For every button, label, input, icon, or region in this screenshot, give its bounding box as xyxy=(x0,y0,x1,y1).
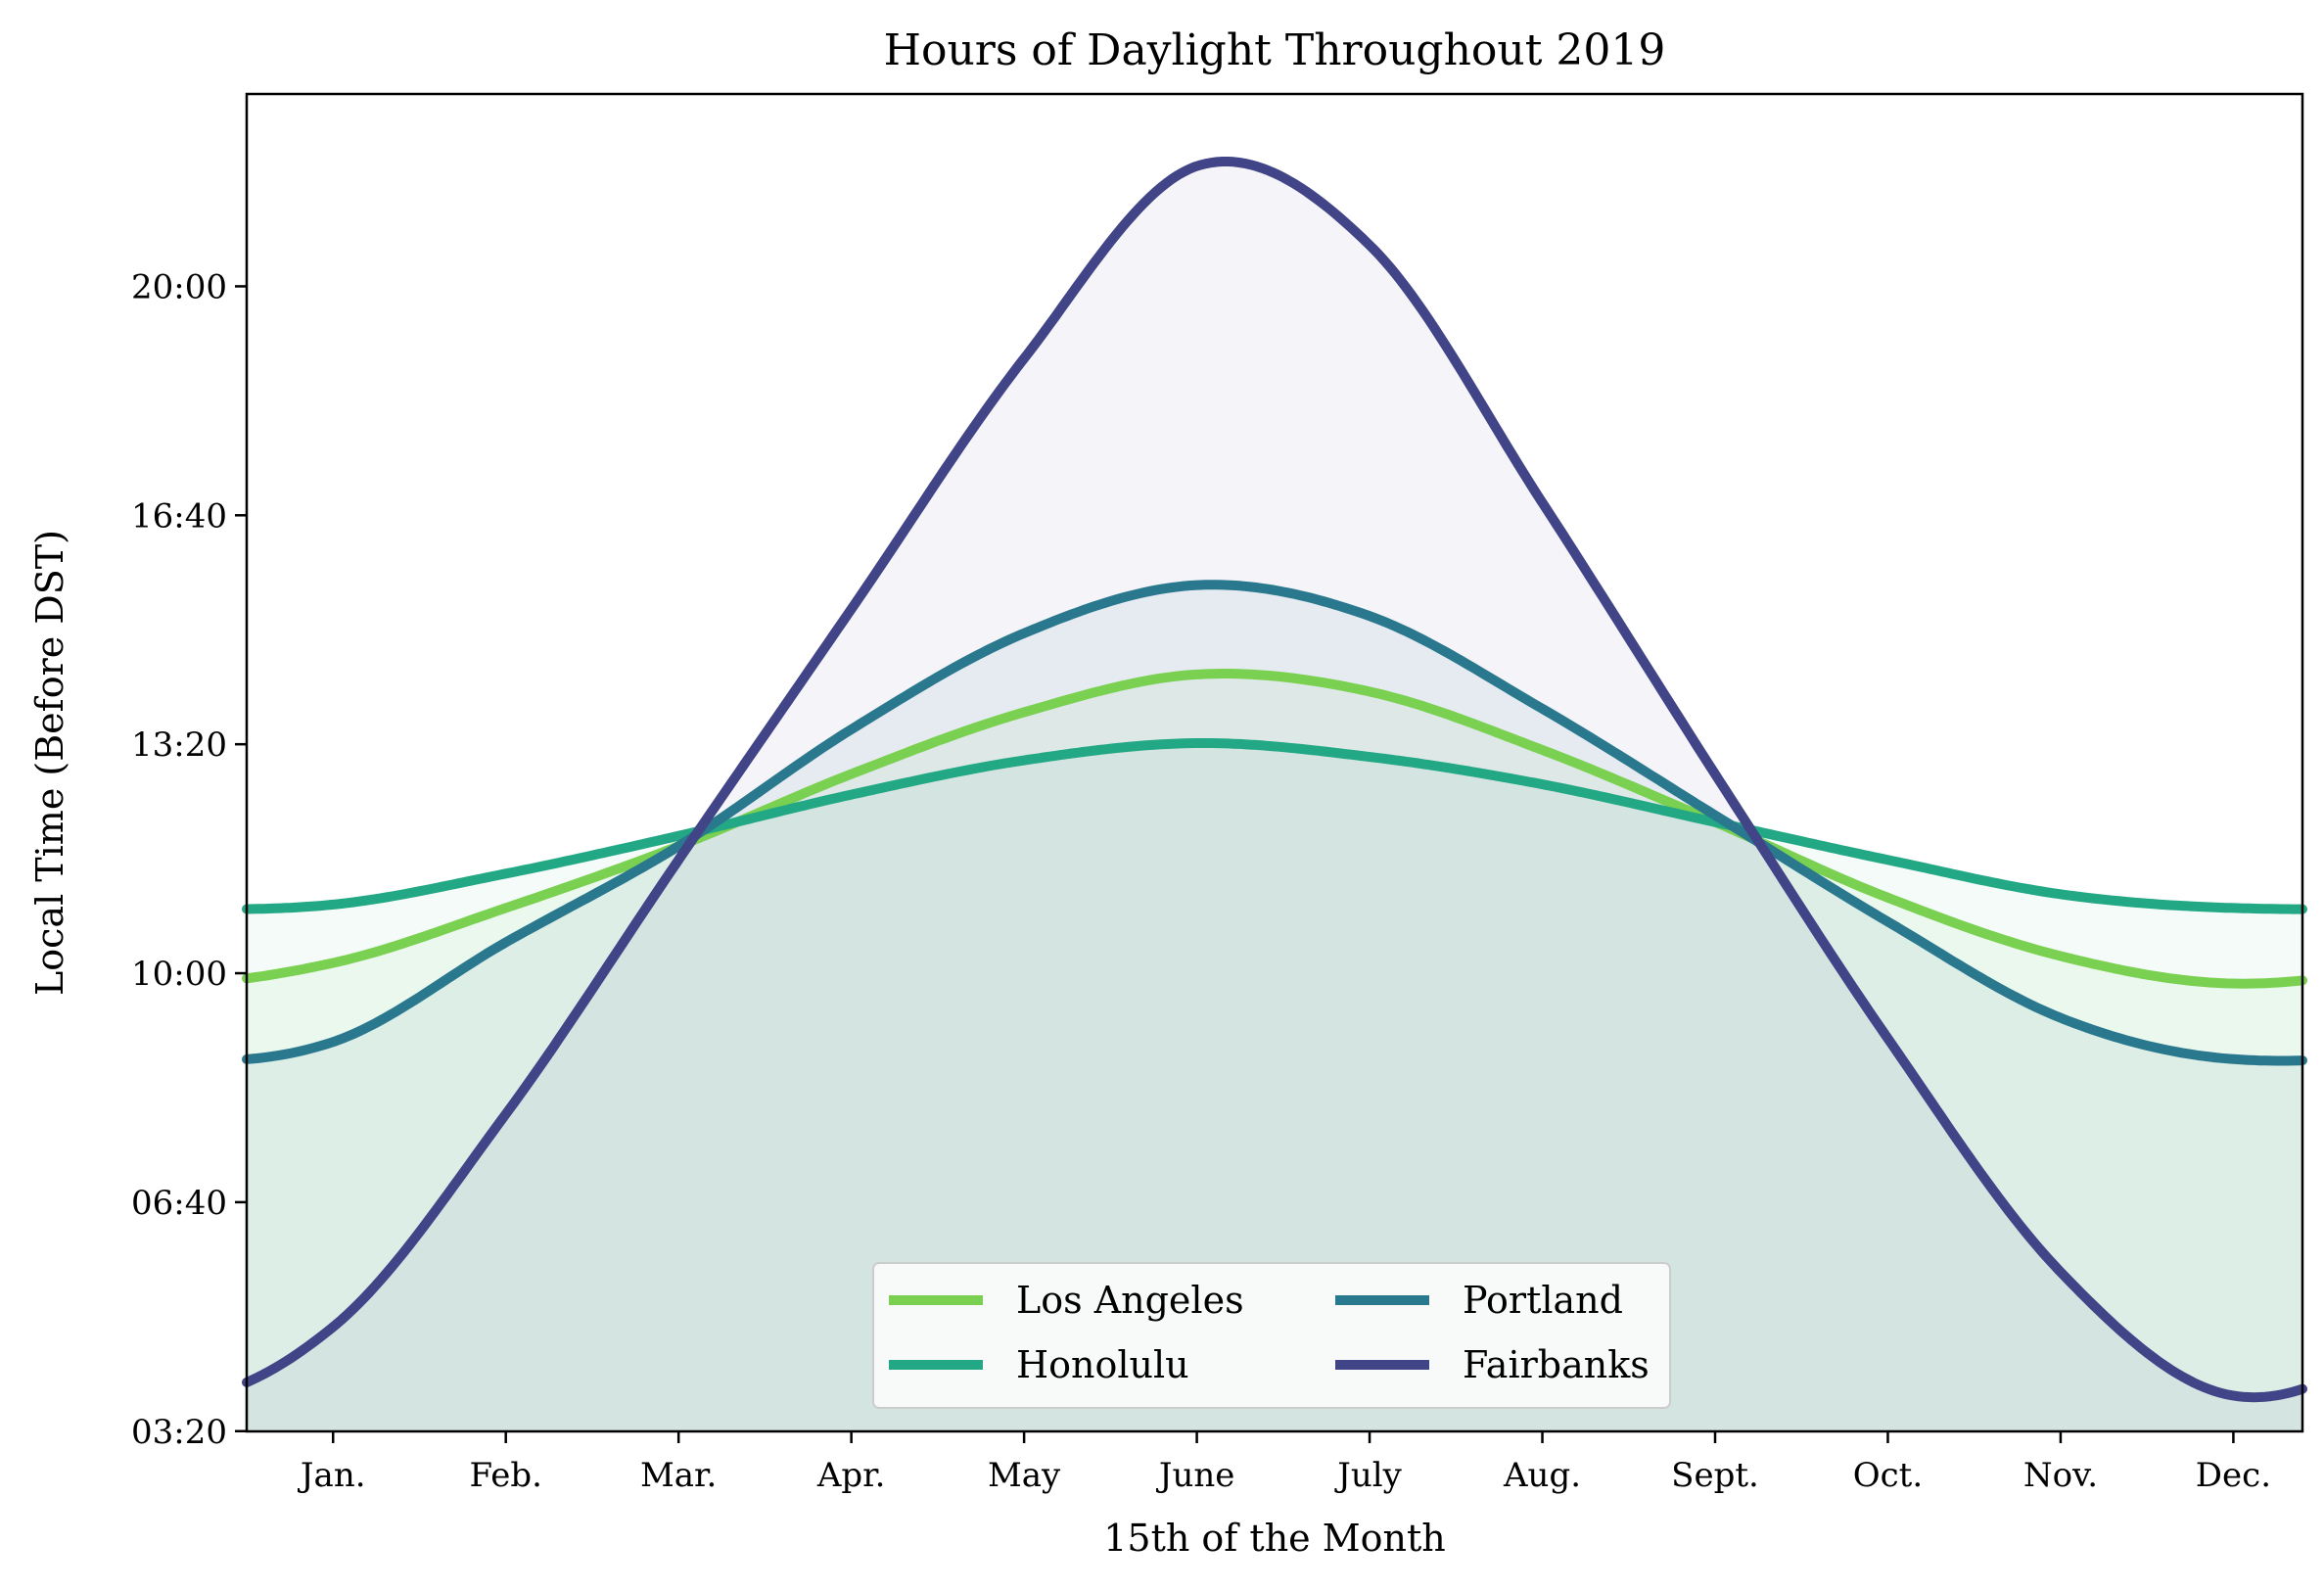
y-tick-label: 10:00 xyxy=(131,955,227,994)
line-fairbanks xyxy=(242,157,2307,1403)
y-tick-label: 20:00 xyxy=(131,267,227,306)
legend-label: Los Angeles xyxy=(1016,1279,1244,1322)
x-tick-label: Jan. xyxy=(298,1456,366,1495)
line-honolulu xyxy=(242,738,2307,914)
x-tick-label: Feb. xyxy=(469,1456,541,1495)
legend-label: Honolulu xyxy=(1016,1343,1189,1386)
chart-title: Hours of Daylight Throughout 2019 xyxy=(884,25,1666,75)
plot-frame xyxy=(245,92,2304,1433)
y-axis-label: Local Time (Before DST) xyxy=(28,530,71,996)
x-tick-label: July xyxy=(1334,1456,1402,1495)
x-tick-label: Mar. xyxy=(640,1456,717,1495)
x-tick-label: Sept. xyxy=(1671,1456,1759,1495)
series-lines xyxy=(242,157,2307,1403)
x-tick-label: Nov. xyxy=(2023,1456,2098,1495)
series-fills xyxy=(247,162,2302,1431)
x-tick-label: Aug. xyxy=(1503,1456,1581,1495)
x-tick-label: June xyxy=(1156,1456,1235,1495)
y-tick-label: 06:40 xyxy=(131,1184,227,1223)
y-tick-label: 03:20 xyxy=(131,1413,227,1452)
legend-label: Portland xyxy=(1463,1279,1623,1322)
fill-honolulu xyxy=(247,743,2302,1431)
line-portland xyxy=(242,580,2307,1066)
legend-label: Fairbanks xyxy=(1463,1343,1650,1386)
line-los-angeles xyxy=(242,669,2307,989)
fill-fairbanks xyxy=(247,162,2302,1431)
x-axis-label: 15th of the Month xyxy=(1103,1517,1446,1560)
x-axis: Jan. Feb. Mar. Apr. May June July Aug. Sept. Oct.… xyxy=(298,1431,2271,1495)
x-tick-label: Oct. xyxy=(1853,1456,1923,1495)
y-tick-label: 16:40 xyxy=(131,496,227,536)
x-tick-label: Dec. xyxy=(2196,1456,2271,1495)
legend-box xyxy=(872,1262,1671,1409)
y-tick-label: 13:20 xyxy=(131,725,227,765)
legend: Los Angeles Honolulu Portland Fairbanks xyxy=(872,1262,1671,1409)
y-axis: 03:20 06:40 10:00 13:20 16:40 20:00 xyxy=(131,267,247,1452)
x-tick-label: May xyxy=(988,1456,1061,1495)
x-tick-label: Apr. xyxy=(816,1456,886,1495)
